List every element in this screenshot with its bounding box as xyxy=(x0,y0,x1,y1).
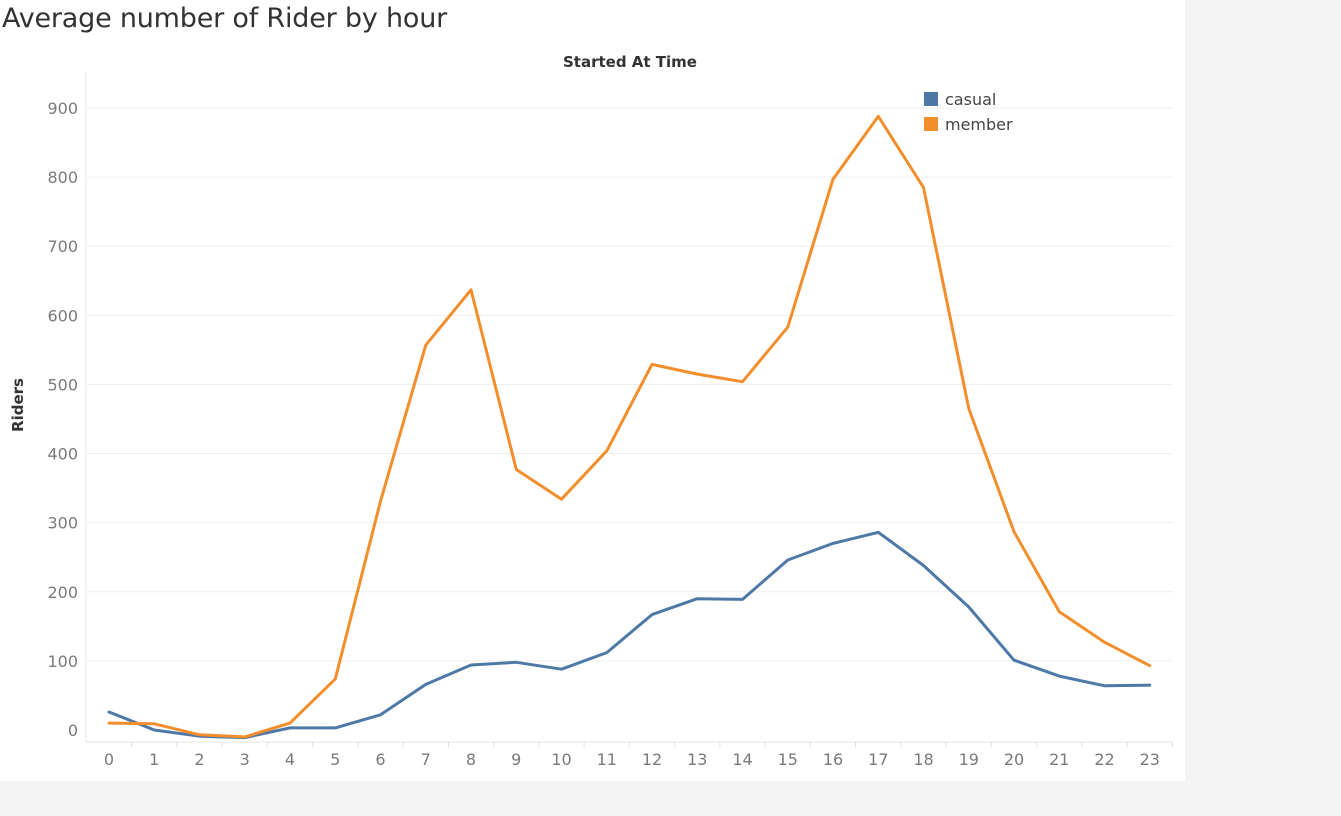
x-tick-label: 18 xyxy=(913,750,933,769)
y-tick-label: 800 xyxy=(47,168,78,187)
x-tick-label: 15 xyxy=(778,750,798,769)
legend-label-member[interactable]: member xyxy=(945,115,1013,134)
series-line-casual[interactable] xyxy=(107,530,1152,740)
x-tick-label: 7 xyxy=(421,750,431,769)
series-line-member[interactable] xyxy=(107,114,1152,739)
x-tick-label: 1 xyxy=(149,750,159,769)
x-tick-label: 4 xyxy=(285,750,295,769)
x-tick-label: 20 xyxy=(1004,750,1024,769)
x-tick-label: 13 xyxy=(687,750,707,769)
x-tick-label: 11 xyxy=(597,750,617,769)
x-tick-label: 23 xyxy=(1140,750,1160,769)
x-tick-label: 0 xyxy=(104,750,114,769)
x-tick-label: 12 xyxy=(642,750,662,769)
x-axis-title: Started At Time xyxy=(563,53,697,71)
y-tick-label: 400 xyxy=(47,445,78,464)
y-tick-label: 200 xyxy=(47,583,78,602)
y-tick-label: 0 xyxy=(68,721,78,740)
series-lines xyxy=(107,114,1152,740)
legend-swatch-casual[interactable] xyxy=(924,92,938,106)
y-tick-label: 600 xyxy=(47,306,78,325)
y-tick-label: 100 xyxy=(47,652,78,671)
x-tick-label: 6 xyxy=(375,750,385,769)
x-tick-label: 14 xyxy=(732,750,752,769)
legend[interactable]: casual member xyxy=(924,90,1013,134)
y-tick-label: 300 xyxy=(47,514,78,533)
y-tick-label: 700 xyxy=(47,237,78,256)
x-tick-label: 17 xyxy=(868,750,888,769)
x-tick-label: 16 xyxy=(823,750,843,769)
x-tick-label: 19 xyxy=(959,750,979,769)
y-tick-label: 500 xyxy=(47,375,78,394)
x-tick-label: 9 xyxy=(511,750,521,769)
legend-swatch-member[interactable] xyxy=(924,117,938,131)
y-tick-label: 900 xyxy=(47,99,78,118)
x-tick-label: 2 xyxy=(194,750,204,769)
x-tick-label: 10 xyxy=(551,750,571,769)
line-chart: Started At Time Riders 01002003004005006… xyxy=(9,53,1173,769)
chart-canvas: Average number of Rider by hour Started … xyxy=(0,0,1185,781)
chart-title: Average number of Rider by hour xyxy=(2,3,448,34)
x-tick-label: 5 xyxy=(330,750,340,769)
x-tick-label: 3 xyxy=(240,750,250,769)
y-axis-title: Riders xyxy=(9,378,27,432)
x-tick-label: 8 xyxy=(466,750,476,769)
legend-label-casual[interactable]: casual xyxy=(945,90,996,109)
x-tick-label: 22 xyxy=(1094,750,1114,769)
axes: Started At Time Riders 01002003004005006… xyxy=(9,53,1173,769)
x-tick-label: 21 xyxy=(1049,750,1069,769)
